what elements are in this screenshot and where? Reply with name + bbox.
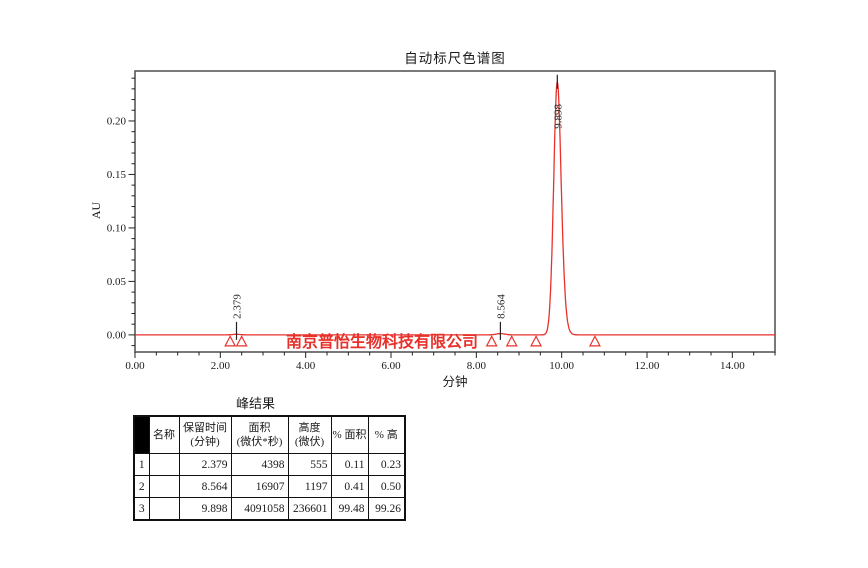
table-cell: 0.11 xyxy=(330,453,369,476)
chromatogram-plot: 0.00 2.00 4.00 6.00 8.00 10.00 12.00 14.00 0.00 0… xyxy=(107,70,776,372)
table-row: 2 8.564 16907 1197 0.41 0.50 xyxy=(133,475,406,498)
column-header: 保留时间 (分钟) xyxy=(178,415,232,454)
y-tick-label: 0.20 xyxy=(107,115,127,127)
column-header: 面积 (微伏*秒) xyxy=(230,415,289,454)
x-tick-label: 0.00 xyxy=(125,360,145,372)
y-tick-label: 0.00 xyxy=(107,329,127,341)
x-axis-label: 分钟 xyxy=(442,375,468,389)
table-row: 1 2.379 4398 555 0.11 0.23 xyxy=(133,453,406,476)
table-row: 3 9.898 4091058 236601 99.48 99.26 xyxy=(133,497,406,521)
header-row: 名称 保留时间 (分钟) 面积 (微伏*秒) 高度 (微伏)% 面积% 高 xyxy=(133,415,406,454)
peak-results-section: 峰结果 名称 保留时间 (分钟) 面积 (微伏*秒) 高度 (微伏)% 面积% 高 1 2.37… xyxy=(133,393,406,521)
integration-mark-triangle xyxy=(235,335,248,347)
integration-mark-triangle xyxy=(485,335,498,347)
table-cell: 4091058 xyxy=(230,497,289,521)
table-cell: 236601 xyxy=(287,497,332,521)
row-index-cell: 1 xyxy=(133,453,150,476)
table-cell: 0.50 xyxy=(367,475,406,498)
table-cell: 8.564 xyxy=(178,475,232,498)
row-index-cell: 3 xyxy=(133,497,150,521)
column-header: 高度 (微伏) xyxy=(287,415,332,454)
watermark-company-name: 南京普怡生物科技有限公司 xyxy=(286,334,479,351)
column-header: % 面积 xyxy=(330,415,369,454)
table-cell: 99.48 xyxy=(330,497,369,521)
peak-retention-label: 2.379 xyxy=(232,294,244,319)
chromatogram-trace xyxy=(135,79,775,336)
x-tick-label: 14.00 xyxy=(720,360,745,372)
row-index-cell: 2 xyxy=(133,475,150,498)
x-tick-label: 4.00 xyxy=(296,360,316,372)
y-tick-label: 0.05 xyxy=(107,276,127,288)
x-tick-label: 12.00 xyxy=(635,360,660,372)
table-cell: 16907 xyxy=(230,475,289,498)
table-cell: 2.379 xyxy=(178,453,232,476)
table-cell: 0.23 xyxy=(367,453,406,476)
x-tick-label: 10.00 xyxy=(549,360,574,372)
table-cell: 4398 xyxy=(230,453,289,476)
table-cell: 555 xyxy=(287,453,332,476)
column-header: 名称 xyxy=(148,415,180,454)
y-tick-label: 0.15 xyxy=(107,169,127,181)
column-header: % 高 xyxy=(367,415,406,454)
table-cell: 99.26 xyxy=(367,497,406,521)
x-tick-label: 2.00 xyxy=(211,360,231,372)
peak-retention-label: 8.564 xyxy=(495,294,507,319)
integration-mark-triangle xyxy=(505,335,518,347)
peak-retention-label: 9.898 xyxy=(552,104,564,129)
chart-title: 自动标尺色谱图 xyxy=(404,51,506,66)
y-axis-label: AU xyxy=(89,201,104,220)
table-cell: 0.41 xyxy=(330,475,369,498)
table-cell xyxy=(148,475,180,498)
table-cell: 1197 xyxy=(287,475,332,498)
corner-header-cell xyxy=(133,415,150,454)
integration-mark-triangle xyxy=(530,335,543,347)
x-tick-label: 6.00 xyxy=(381,360,401,372)
table-cell xyxy=(148,453,180,476)
integration-mark-triangle xyxy=(588,335,601,347)
integration-mark-triangle xyxy=(224,335,237,347)
peak-results-title: 峰结果 xyxy=(235,396,275,411)
table-cell xyxy=(148,497,180,521)
y-tick-label: 0.10 xyxy=(107,222,127,234)
x-tick-label: 8.00 xyxy=(467,360,487,372)
peak-results-table: 名称 保留时间 (分钟) 面积 (微伏*秒) 高度 (微伏)% 面积% 高 1 2.379 439… xyxy=(133,415,406,521)
table-cell: 9.898 xyxy=(178,497,232,521)
